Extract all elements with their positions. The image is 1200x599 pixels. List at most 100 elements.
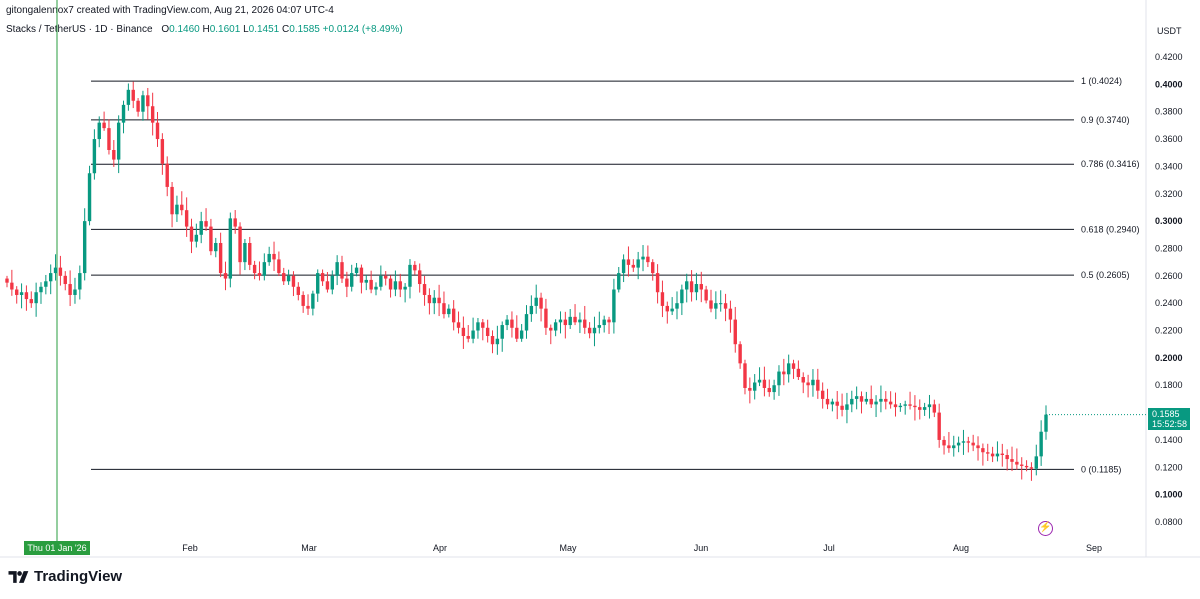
close-label: C [282,24,290,35]
candle-body [714,303,718,309]
candle-body [879,398,883,402]
candle-body [583,319,587,328]
candle-body [330,275,334,290]
close-value: 0.1585 [289,24,320,35]
tradingview-icon [8,570,29,583]
candle-body [806,382,810,386]
candle-body [587,327,592,334]
y-tick-label: 0.3800 [1155,107,1183,117]
candle-body [524,314,529,331]
candle-body [549,327,553,331]
x-tick-label: Mar [301,543,317,553]
y-tick-label: 0.1200 [1155,462,1183,472]
candle-body [937,412,941,440]
candle-body [918,407,922,410]
candle-body [626,259,631,265]
candle-body [1044,414,1048,432]
candle-body [869,398,873,405]
candle-body [451,308,456,323]
candle-body [544,308,548,328]
candle-body [563,319,568,326]
y-tick-label: 0.3400 [1155,161,1183,171]
candle-body [641,256,645,260]
candle-body [413,264,417,271]
y-tick-label: 0.3000 [1155,216,1183,226]
candle-body [243,243,247,263]
candle-body [422,284,427,295]
candle-body [825,398,830,405]
candle-body [282,273,286,282]
candle-body [607,319,611,323]
currency-label: USDT [1157,26,1182,36]
candle-body [835,401,839,406]
x-tick-label: Aug [953,543,969,553]
candle-body [772,385,776,393]
candle-body [131,89,135,101]
candle-body [636,259,640,268]
candle-body [39,286,43,293]
candle-body [233,218,237,227]
fib-level-label: 0.618 (0.2940) [1081,224,1140,234]
candle-body [311,293,315,309]
candle-body [388,278,393,290]
candle-body [384,275,388,279]
fib-level-label: 0.9 (0.3740) [1081,115,1130,125]
candle-body [811,379,815,386]
candle-body [63,275,67,285]
candle-body [180,204,184,211]
candle-body [471,330,475,339]
candle-body [155,122,160,140]
candle-body [350,273,354,287]
y-tick-label: 0.1400 [1155,435,1183,445]
y-tick-label: 0.2000 [1155,353,1183,363]
candle-body [456,322,461,328]
candle-body [165,163,169,187]
candle-body [1000,453,1005,455]
y-tick-label: 0.4000 [1155,79,1183,89]
candle-body [971,442,975,446]
candle-body [262,262,267,276]
candle-body [782,371,786,375]
candle-body [529,305,534,315]
candle-body [408,264,412,287]
candle-body [631,264,636,268]
candle-body [1039,431,1043,457]
candle-body [801,377,805,383]
x-tick-label: Apr [433,543,447,553]
x-tick-label: Jun [694,543,709,553]
candle-body [481,322,485,328]
creator-line: gitongalennox7 created with TradingView.… [6,5,334,16]
candle-body [796,368,801,378]
candle-body [908,404,912,406]
candle-body [73,289,77,295]
candle-body [519,330,524,339]
candle-body [922,407,927,410]
candle-body [228,218,233,279]
candle-body [97,122,101,140]
candle-body [248,243,252,265]
candle-body [665,305,669,312]
candle-body [685,281,689,290]
candle-body [214,243,218,252]
symbol-name[interactable]: Stacks / TetherUS · 1D · Binance [6,24,153,35]
y-tick-label: 0.0800 [1155,517,1183,527]
candle-body [699,284,703,290]
lightning-icon[interactable]: ⚡ [1038,521,1053,536]
candle-body [927,404,932,408]
candle-body [126,89,131,105]
high-label: H [202,24,210,35]
candle-body [840,405,844,410]
x-tick-label: Sep [1086,543,1102,553]
candle-body [359,267,364,283]
candle-body [296,286,301,295]
candle-body [116,122,121,160]
candle-body [485,327,490,336]
brand-name: TradingView [34,568,123,585]
candle-body [966,441,971,443]
candle-body [369,279,373,290]
candle-body [738,344,742,364]
tradingview-logo: TradingView [8,568,122,585]
candle-body [44,281,48,287]
candle-body [427,294,432,304]
